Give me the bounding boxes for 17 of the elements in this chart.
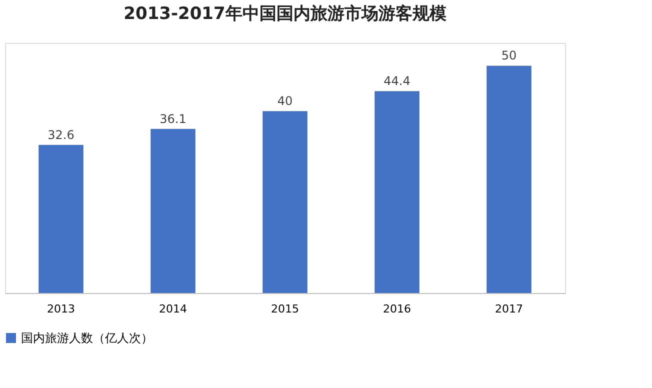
x-tick-label: 2016 — [383, 302, 411, 316]
data-label: 44.4 — [384, 74, 410, 88]
bar — [38, 144, 84, 293]
data-label: 40 — [277, 94, 293, 108]
x-tick-label: 2013 — [47, 302, 75, 316]
x-tick-label: 2014 — [159, 302, 187, 316]
data-label: 32.6 — [48, 128, 74, 142]
bar — [374, 91, 420, 293]
data-label: 50 — [501, 48, 517, 63]
chart-title: 2013-2017年中国国内旅游市场游客规模 — [124, 4, 446, 24]
legend-label: 国内旅游人数（亿人次） — [21, 331, 153, 345]
data-label: 36.1 — [160, 112, 186, 126]
x-tick-label: 2015 — [271, 302, 299, 316]
x-tick-label: 2017 — [495, 302, 523, 316]
bar — [150, 128, 196, 293]
bar — [486, 66, 532, 293]
bar — [262, 111, 308, 293]
